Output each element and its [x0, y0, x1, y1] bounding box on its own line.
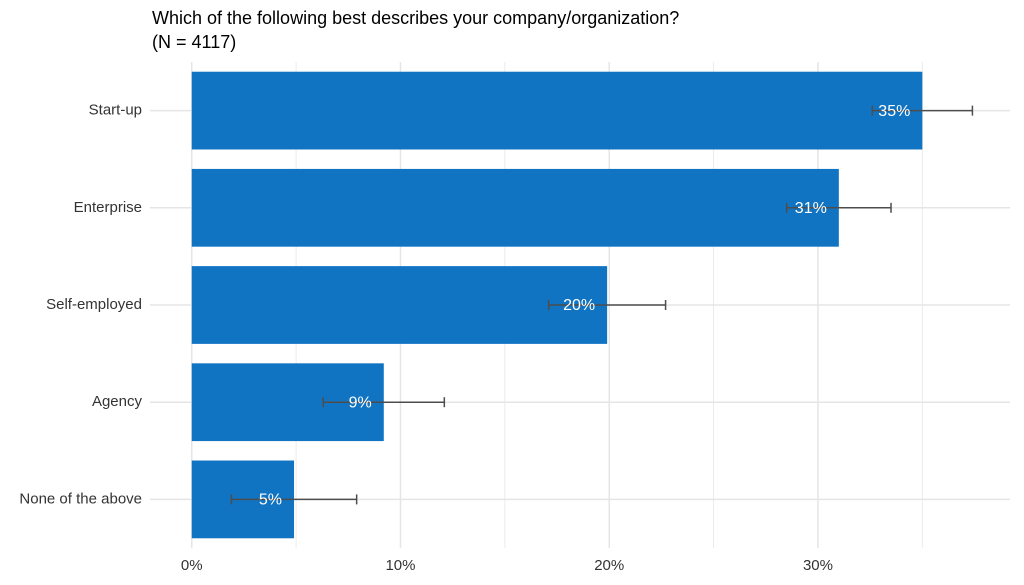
value-label: 20% [563, 297, 595, 314]
x-tick-label: 30% [803, 557, 833, 574]
x-tick-label: 20% [594, 557, 624, 574]
x-tick-label: 0% [181, 557, 203, 574]
value-label: 31% [795, 200, 827, 217]
y-tick-label: Agency [92, 393, 143, 410]
bar [191, 71, 923, 150]
y-tick-label: None of the above [19, 490, 142, 507]
value-label: 5% [259, 492, 282, 509]
y-tick-label: Self-employed [46, 296, 142, 313]
value-label: 9% [349, 394, 372, 411]
chart-title: Which of the following best describes yo… [152, 8, 679, 28]
bar [191, 266, 608, 344]
bar [191, 168, 839, 247]
y-tick-label: Enterprise [74, 199, 142, 216]
x-tick-label: 10% [385, 557, 415, 574]
chart-subtitle: (N = 4117) [152, 32, 236, 52]
value-label: 35% [878, 103, 910, 120]
y-tick-label: Start-up [89, 102, 142, 119]
